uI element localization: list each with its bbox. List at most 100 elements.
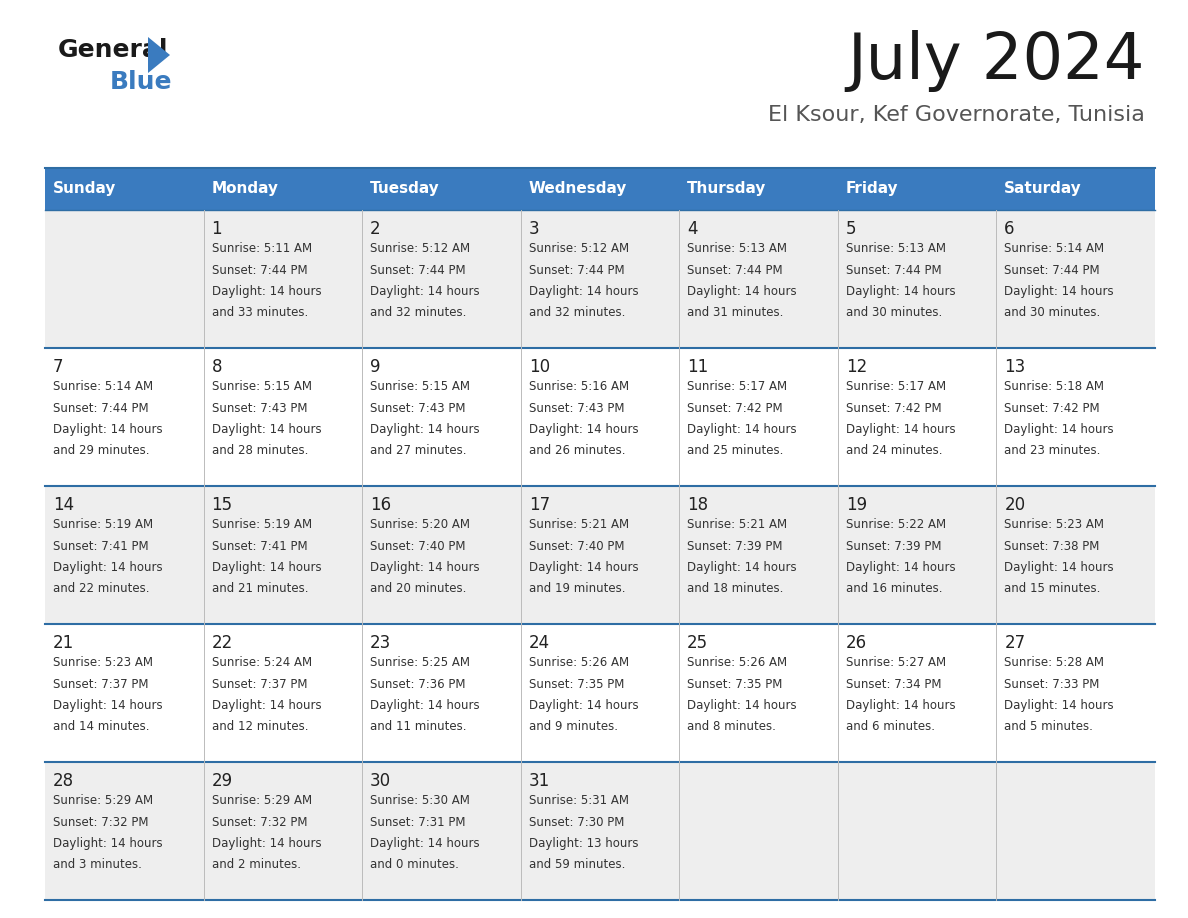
Text: Sunrise: 5:18 AM: Sunrise: 5:18 AM [1004,380,1105,393]
Text: Daylight: 14 hours: Daylight: 14 hours [1004,285,1114,298]
Text: Sunrise: 5:20 AM: Sunrise: 5:20 AM [371,518,470,531]
Bar [45,168,203,210]
Text: Daylight: 14 hours: Daylight: 14 hours [211,561,321,574]
Text: 11: 11 [687,358,708,376]
Bar [362,210,520,348]
Text: and 11 minutes.: and 11 minutes. [371,721,467,733]
Text: Daylight: 14 hours: Daylight: 14 hours [687,561,797,574]
Text: Sunrise: 5:13 AM: Sunrise: 5:13 AM [687,242,788,255]
Text: 14: 14 [53,496,74,514]
Text: Sunset: 7:44 PM: Sunset: 7:44 PM [53,401,148,415]
Text: Sunset: 7:40 PM: Sunset: 7:40 PM [529,540,624,553]
Text: Daylight: 14 hours: Daylight: 14 hours [529,285,638,298]
Bar [45,624,203,762]
Text: Daylight: 14 hours: Daylight: 14 hours [687,285,797,298]
Text: 16: 16 [371,496,391,514]
Text: Sunrise: 5:17 AM: Sunrise: 5:17 AM [846,380,946,393]
Text: Sunset: 7:44 PM: Sunset: 7:44 PM [1004,263,1100,276]
Text: Sunset: 7:33 PM: Sunset: 7:33 PM [1004,677,1100,690]
Text: Daylight: 14 hours: Daylight: 14 hours [529,423,638,436]
Text: and 24 minutes.: and 24 minutes. [846,444,942,457]
Bar [362,624,520,762]
Text: Sunset: 7:30 PM: Sunset: 7:30 PM [529,815,624,829]
Text: Daylight: 14 hours: Daylight: 14 hours [53,423,163,436]
Text: and 12 minutes.: and 12 minutes. [211,721,308,733]
Text: Sunrise: 5:14 AM: Sunrise: 5:14 AM [1004,242,1105,255]
Text: Daylight: 14 hours: Daylight: 14 hours [211,699,321,712]
Text: Daylight: 14 hours: Daylight: 14 hours [53,837,163,850]
Text: and 25 minutes.: and 25 minutes. [687,444,784,457]
Bar [203,624,362,762]
Text: Sunset: 7:42 PM: Sunset: 7:42 PM [687,401,783,415]
Bar [362,762,520,900]
Text: and 23 minutes.: and 23 minutes. [1004,444,1101,457]
Bar [997,762,1155,900]
Text: Sunrise: 5:16 AM: Sunrise: 5:16 AM [529,380,628,393]
Text: 1: 1 [211,220,222,238]
Text: 3: 3 [529,220,539,238]
Text: Daylight: 14 hours: Daylight: 14 hours [371,699,480,712]
Text: Sunrise: 5:21 AM: Sunrise: 5:21 AM [687,518,788,531]
Text: and 9 minutes.: and 9 minutes. [529,721,618,733]
Bar [520,210,680,348]
Text: Sunrise: 5:19 AM: Sunrise: 5:19 AM [211,518,311,531]
Text: Sunrise: 5:30 AM: Sunrise: 5:30 AM [371,794,470,807]
Bar [997,624,1155,762]
Text: Sunset: 7:40 PM: Sunset: 7:40 PM [371,540,466,553]
Text: Sunset: 7:44 PM: Sunset: 7:44 PM [211,263,308,276]
Text: Sunset: 7:41 PM: Sunset: 7:41 PM [211,540,308,553]
Bar [997,486,1155,624]
Bar [838,486,997,624]
Text: 8: 8 [211,358,222,376]
Text: Daylight: 14 hours: Daylight: 14 hours [211,837,321,850]
Text: and 15 minutes.: and 15 minutes. [1004,583,1101,596]
Bar [838,624,997,762]
Text: Sunset: 7:42 PM: Sunset: 7:42 PM [846,401,941,415]
Text: Sunset: 7:37 PM: Sunset: 7:37 PM [53,677,148,690]
Bar [680,624,838,762]
Text: and 59 minutes.: and 59 minutes. [529,858,625,871]
Text: Sunrise: 5:29 AM: Sunrise: 5:29 AM [53,794,153,807]
Text: and 5 minutes.: and 5 minutes. [1004,721,1093,733]
Text: Sunset: 7:39 PM: Sunset: 7:39 PM [687,540,783,553]
Text: 15: 15 [211,496,233,514]
Text: Sunset: 7:37 PM: Sunset: 7:37 PM [211,677,307,690]
Text: and 26 minutes.: and 26 minutes. [529,444,625,457]
Text: Sunset: 7:43 PM: Sunset: 7:43 PM [529,401,624,415]
Text: 13: 13 [1004,358,1025,376]
Text: Daylight: 14 hours: Daylight: 14 hours [846,285,955,298]
Text: and 28 minutes.: and 28 minutes. [211,444,308,457]
Text: 9: 9 [371,358,380,376]
Text: Sunset: 7:43 PM: Sunset: 7:43 PM [371,401,466,415]
Text: Sunrise: 5:15 AM: Sunrise: 5:15 AM [211,380,311,393]
Text: July 2024: July 2024 [847,30,1145,92]
Text: Sunrise: 5:28 AM: Sunrise: 5:28 AM [1004,656,1105,669]
Text: Sunrise: 5:25 AM: Sunrise: 5:25 AM [371,656,470,669]
Text: Sunrise: 5:13 AM: Sunrise: 5:13 AM [846,242,946,255]
Text: and 33 minutes.: and 33 minutes. [211,307,308,319]
Text: and 0 minutes.: and 0 minutes. [371,858,459,871]
Bar [520,348,680,486]
Bar [45,210,203,348]
Text: Daylight: 14 hours: Daylight: 14 hours [529,699,638,712]
Text: Thursday: Thursday [687,182,766,196]
Text: Daylight: 14 hours: Daylight: 14 hours [846,423,955,436]
Text: Sunset: 7:44 PM: Sunset: 7:44 PM [687,263,783,276]
Bar [997,210,1155,348]
Text: Sunrise: 5:19 AM: Sunrise: 5:19 AM [53,518,153,531]
Bar [838,762,997,900]
Text: and 14 minutes.: and 14 minutes. [53,721,150,733]
Text: and 31 minutes.: and 31 minutes. [687,307,784,319]
Bar [680,348,838,486]
Text: Daylight: 14 hours: Daylight: 14 hours [53,699,163,712]
Text: Sunset: 7:44 PM: Sunset: 7:44 PM [371,263,466,276]
Text: Sunrise: 5:23 AM: Sunrise: 5:23 AM [1004,518,1105,531]
Text: Sunrise: 5:26 AM: Sunrise: 5:26 AM [529,656,628,669]
Text: 12: 12 [846,358,867,376]
Text: 24: 24 [529,634,550,652]
Text: Sunset: 7:32 PM: Sunset: 7:32 PM [211,815,307,829]
Text: Sunrise: 5:29 AM: Sunrise: 5:29 AM [211,794,311,807]
Bar [362,168,520,210]
Text: 10: 10 [529,358,550,376]
Text: Sunset: 7:41 PM: Sunset: 7:41 PM [53,540,148,553]
